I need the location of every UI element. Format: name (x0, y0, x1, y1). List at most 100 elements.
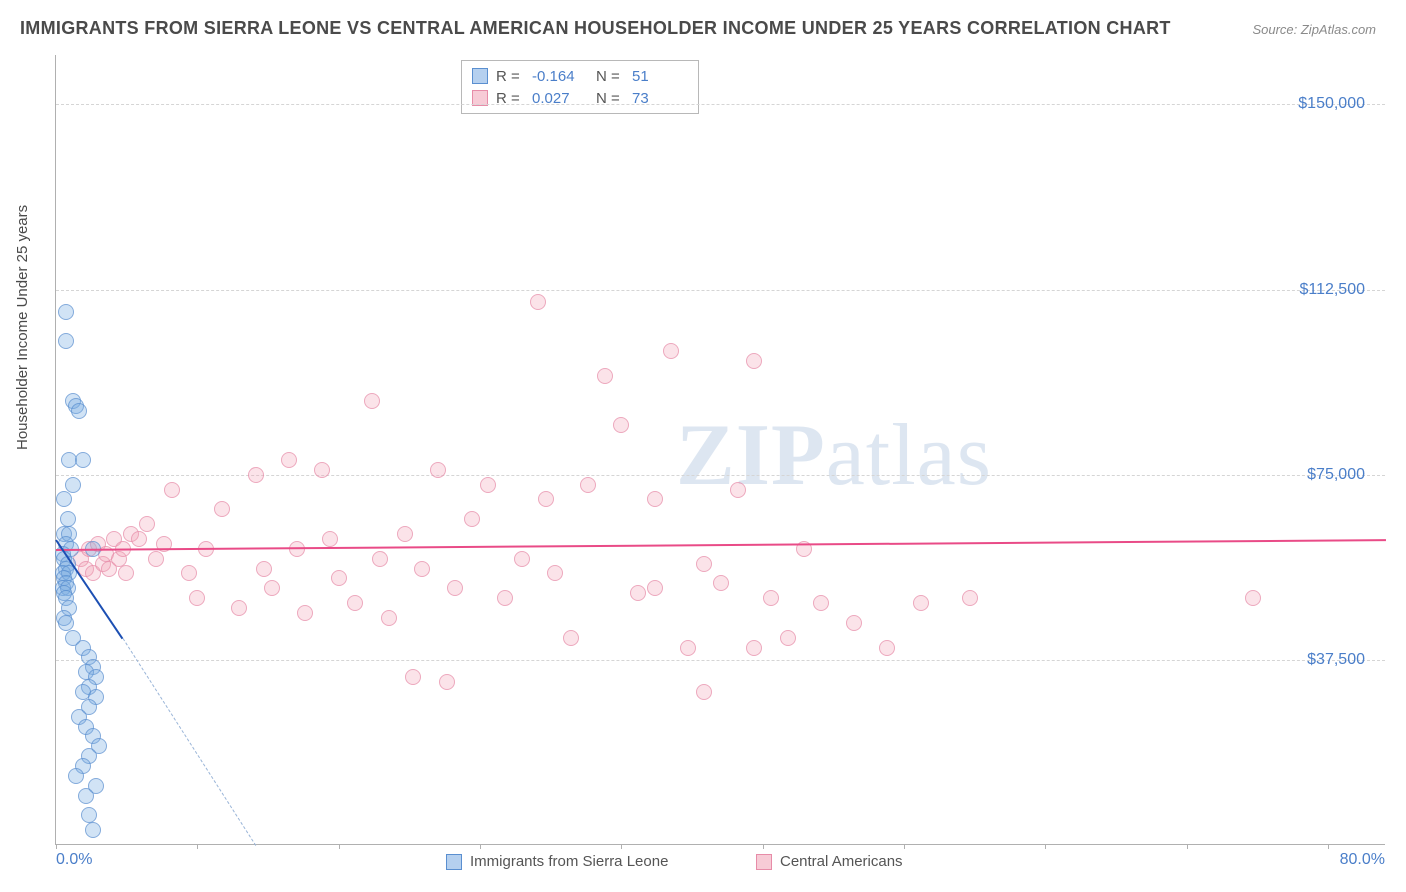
data-point (746, 640, 762, 656)
watermark-light: atlas (826, 407, 992, 504)
data-point (447, 580, 463, 596)
r-value-blue: -0.164 (532, 68, 588, 85)
swatch-blue-icon (446, 854, 462, 870)
r-label: R = (496, 68, 524, 85)
data-point (439, 674, 455, 690)
data-point (60, 511, 76, 527)
x-tick-mark (56, 844, 57, 849)
data-point (139, 516, 155, 532)
data-point (118, 565, 134, 581)
x-tick-mark (480, 844, 481, 849)
x-tick-mark (1328, 844, 1329, 849)
data-point (538, 491, 554, 507)
data-point (497, 590, 513, 606)
data-point (181, 565, 197, 581)
grid-line (56, 660, 1385, 661)
x-axis-min-label: 0.0% (56, 851, 92, 869)
data-point (68, 768, 84, 784)
data-point (81, 807, 97, 823)
x-tick-mark (1187, 844, 1188, 849)
watermark-bold: ZIP (676, 407, 826, 504)
swatch-pink-icon (756, 854, 772, 870)
data-point (58, 333, 74, 349)
data-point (85, 822, 101, 838)
data-point (231, 600, 247, 616)
x-tick-mark (904, 844, 905, 849)
data-point (647, 491, 663, 507)
data-point (381, 610, 397, 626)
data-point (464, 511, 480, 527)
data-point (214, 501, 230, 517)
data-point (680, 640, 696, 656)
data-point (264, 580, 280, 596)
data-point (713, 575, 729, 591)
data-point (563, 630, 579, 646)
data-point (75, 452, 91, 468)
data-point (1245, 590, 1261, 606)
data-point (148, 551, 164, 567)
data-point (248, 467, 264, 483)
data-point (663, 343, 679, 359)
chart-title: IMMIGRANTS FROM SIERRA LEONE VS CENTRAL … (20, 18, 1171, 39)
data-point (256, 561, 272, 577)
data-point (314, 462, 330, 478)
swatch-blue-icon (472, 68, 488, 84)
data-point (189, 590, 205, 606)
data-point (405, 669, 421, 685)
legend-label-pink: Central Americans (780, 853, 903, 870)
x-tick-mark (197, 844, 198, 849)
trend-line (56, 539, 1386, 551)
x-tick-mark (1045, 844, 1046, 849)
data-point (56, 491, 72, 507)
x-tick-mark (621, 844, 622, 849)
data-point (397, 526, 413, 542)
y-axis-label: Householder Income Under 25 years (14, 205, 31, 450)
grid-line (56, 104, 1385, 105)
data-point (813, 595, 829, 611)
data-point (913, 595, 929, 611)
n-value-blue: 51 (632, 68, 688, 85)
stat-row-pink: R = 0.027 N = 73 (472, 87, 688, 109)
data-point (630, 585, 646, 601)
data-point (514, 551, 530, 567)
y-tick-label: $37,500 (1307, 651, 1365, 669)
data-point (78, 788, 94, 804)
data-point (530, 294, 546, 310)
data-point (846, 615, 862, 631)
data-point (580, 477, 596, 493)
data-point (372, 551, 388, 567)
data-point (281, 452, 297, 468)
data-point (131, 531, 147, 547)
data-point (647, 580, 663, 596)
data-point (347, 595, 363, 611)
y-tick-label: $75,000 (1307, 466, 1365, 484)
data-point (780, 630, 796, 646)
n-label: N = (596, 68, 624, 85)
data-point (414, 561, 430, 577)
correlation-stat-box: R = -0.164 N = 51 R = 0.027 N = 73 (461, 60, 699, 114)
data-point (696, 684, 712, 700)
data-point (430, 462, 446, 478)
data-point (597, 368, 613, 384)
trend-extrapolation (122, 638, 256, 846)
stat-row-blue: R = -0.164 N = 51 (472, 65, 688, 87)
watermark: ZIPatlas (676, 405, 992, 506)
data-point (879, 640, 895, 656)
legend-label-blue: Immigrants from Sierra Leone (470, 853, 668, 870)
data-point (322, 531, 338, 547)
legend-item-blue: Immigrants from Sierra Leone (446, 853, 668, 870)
data-point (164, 482, 180, 498)
data-point (730, 482, 746, 498)
y-tick-label: $150,000 (1298, 95, 1365, 113)
x-tick-mark (763, 844, 764, 849)
legend-item-pink: Central Americans (756, 853, 903, 870)
data-point (297, 605, 313, 621)
grid-line (56, 290, 1385, 291)
data-point (547, 565, 563, 581)
data-point (962, 590, 978, 606)
data-point (613, 417, 629, 433)
data-point (65, 477, 81, 493)
data-point (58, 615, 74, 631)
data-point (746, 353, 762, 369)
y-tick-label: $112,500 (1299, 281, 1365, 299)
